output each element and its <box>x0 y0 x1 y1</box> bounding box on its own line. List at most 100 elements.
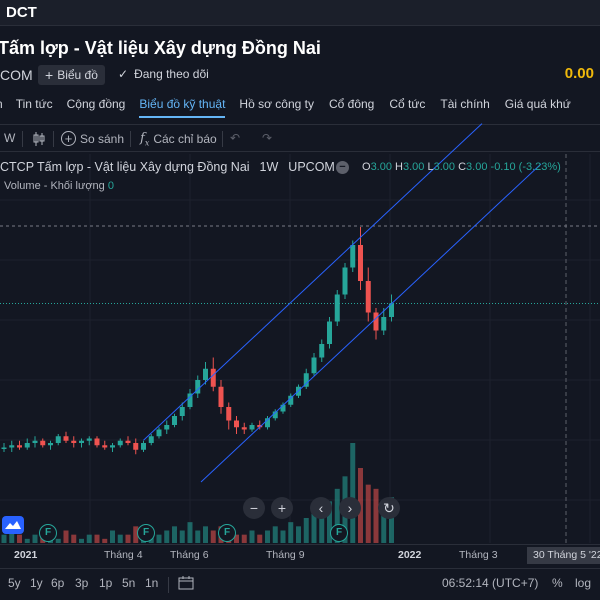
undo-icon[interactable]: ↶ <box>230 131 241 145</box>
top-bar: DCT <box>0 0 600 26</box>
tab-historical-price[interactable]: Giá quá khứ <box>504 97 571 111</box>
scroll-right-button[interactable]: › <box>339 497 361 519</box>
candle-body <box>71 440 77 443</box>
open-value: 3.00 <box>370 161 392 173</box>
clock-time[interactable]: 06:52:14 (UTC+7) <box>442 576 539 590</box>
exchange-label: COM <box>0 67 33 83</box>
volume-bar <box>303 518 309 543</box>
volume-bar <box>9 530 15 543</box>
low-value: 3.00 <box>433 161 456 173</box>
collapse-legend-icon[interactable]: − <box>336 161 349 174</box>
time-axis-label: Tháng 6 <box>170 549 209 561</box>
tab-technical-chart[interactable]: Biểu đồ kỹ thuật <box>139 92 226 118</box>
tab-financials[interactable]: Tài chính <box>440 97 490 111</box>
volume-bar <box>71 534 77 543</box>
bottom-bar: 5y 1y 6p 3p 1p 5n 1n 06:52:14 (UTC+7) % … <box>0 568 600 600</box>
chart-grid <box>0 154 600 543</box>
reset-chart-button[interactable]: ↻ <box>378 497 400 519</box>
interval-selector[interactable]: W <box>4 131 16 145</box>
volume-bar <box>79 538 84 543</box>
toolbar-divider <box>168 577 169 593</box>
chart-legend: CTCP Tấm lợp - Vật liệu Xây dựng Đồng Na… <box>0 160 335 174</box>
volume-bar <box>272 526 278 543</box>
time-axis[interactable]: 2021 Tháng 4 Tháng 6 Tháng 9 2022 Tháng … <box>0 544 600 566</box>
range-5d[interactable]: 5n <box>122 576 136 590</box>
candle-body <box>389 303 394 317</box>
time-axis-label: Tháng 9 <box>266 549 305 561</box>
time-axis-label: Tháng 3 <box>459 549 498 561</box>
redo-icon[interactable]: ↷ <box>262 131 273 145</box>
range-1m[interactable]: 1p <box>99 576 113 590</box>
volume-legend: Volume - Khối lượng 0 <box>4 180 114 192</box>
volume-bar <box>350 443 356 543</box>
time-axis-label: Tháng 4 <box>104 549 143 561</box>
volume-bar <box>55 538 61 543</box>
volume-bar <box>133 526 139 543</box>
tab-shareholders[interactable]: Cổ đông <box>328 97 375 111</box>
volume-bar <box>63 530 69 543</box>
candle-body <box>327 321 332 344</box>
range-6m[interactable]: 6p <box>51 576 65 590</box>
candle-type-icon[interactable] <box>32 131 46 147</box>
volume-bar <box>257 534 263 543</box>
candle-body <box>381 317 387 331</box>
toolbar-divider <box>130 131 131 147</box>
date-range-icon[interactable] <box>178 576 194 593</box>
ohlc-values: O3.00 H3.00 L3.00 C3.00 -0.10 (-3.23%) <box>362 161 561 173</box>
tab-community[interactable]: Cộng đồng <box>66 97 126 111</box>
candle-body <box>133 443 139 450</box>
candle-body <box>373 312 379 331</box>
candle-body <box>249 425 255 430</box>
tab-company-profile[interactable]: Hồ sơ công ty <box>239 97 314 111</box>
financial-event-icon[interactable]: F <box>137 524 155 542</box>
trend-channel <box>143 123 542 483</box>
log-scale-toggle[interactable]: log <box>575 576 592 590</box>
tab-dividends[interactable]: Cổ tức <box>389 97 426 111</box>
volume-bar <box>102 538 108 543</box>
candle-body <box>272 411 278 419</box>
tab-overview[interactable]: n <box>0 92 3 118</box>
range-3m[interactable]: 3p <box>75 576 89 590</box>
candle-body <box>24 443 30 448</box>
follow-button[interactable]: ✓ Đang theo dõi <box>118 67 209 81</box>
legend-exchange: UPCOM <box>288 160 335 174</box>
scroll-left-button[interactable]: ‹ <box>310 497 332 519</box>
current-price: 0.00 <box>564 65 594 82</box>
compare-label: So sánh <box>80 131 125 146</box>
volume-bar <box>156 534 162 543</box>
candle-body <box>141 443 146 450</box>
volume-label: Volume - Khối lượng <box>4 180 105 192</box>
financial-event-icon[interactable]: F <box>39 524 57 542</box>
volume-bar <box>334 488 340 543</box>
range-1y[interactable]: 1y <box>30 576 43 590</box>
indicators-button[interactable]: fx Các chỉ báo <box>140 131 217 148</box>
volume-bar <box>203 526 208 543</box>
plus-icon: + <box>45 67 54 83</box>
volume-bar <box>249 530 255 543</box>
time-axis-label: 2022 <box>398 549 422 561</box>
volume-bar <box>241 534 247 543</box>
percent-scale-toggle[interactable]: % <box>552 576 563 590</box>
range-1d[interactable]: 1n <box>145 576 159 590</box>
candle-body <box>125 440 131 443</box>
financial-event-icon[interactable]: F <box>218 524 236 542</box>
compare-button[interactable]: + So sánh <box>61 131 124 146</box>
range-5y[interactable]: 5y <box>8 576 21 590</box>
add-chart-button[interactable]: + Biểu đồ <box>38 65 105 85</box>
tab-news[interactable]: Tin tức <box>15 97 53 111</box>
zoom-in-button[interactable]: + <box>271 497 293 519</box>
volume-bar <box>195 530 201 543</box>
check-icon: ✓ <box>118 67 129 81</box>
high-value: 3.00 <box>403 161 425 173</box>
candle-body <box>358 245 363 281</box>
volume-bar <box>210 530 216 543</box>
volume-bar <box>373 488 379 543</box>
fx-icon: fx <box>140 131 150 148</box>
zoom-out-button[interactable]: − <box>243 497 265 519</box>
tradingview-logo-icon[interactable] <box>2 516 24 534</box>
financial-event-icon[interactable]: F <box>330 524 348 542</box>
candle-body <box>172 416 177 425</box>
candle-body <box>280 404 286 412</box>
volume-bar <box>1 534 7 543</box>
